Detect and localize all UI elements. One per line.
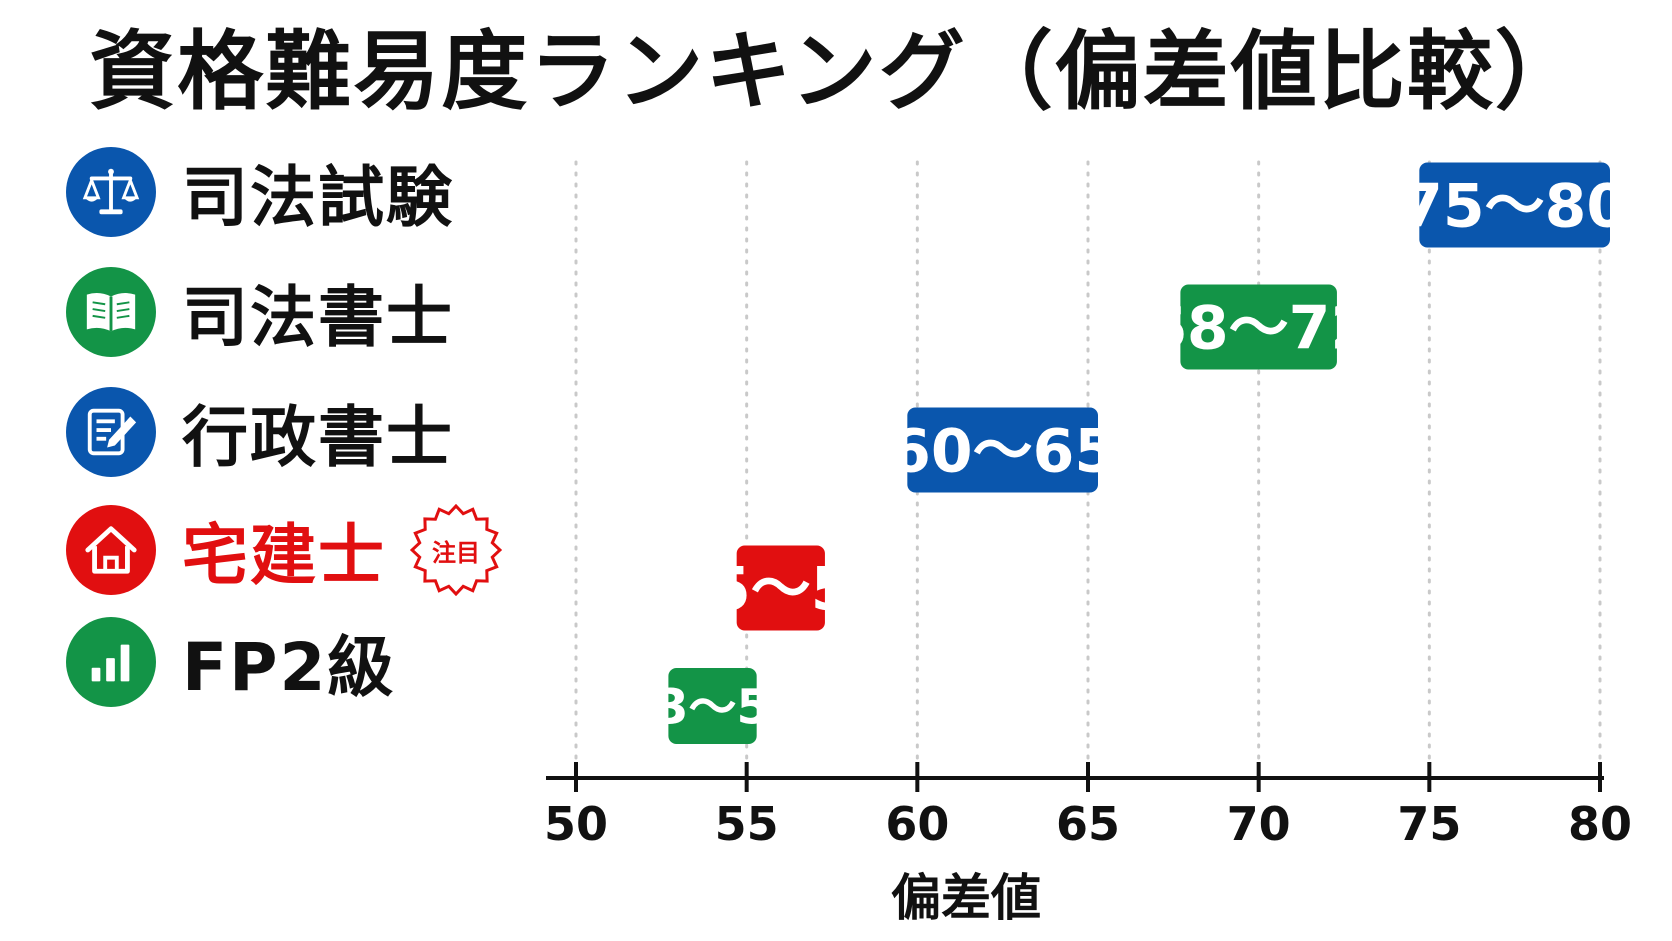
category-row-shiho-shiken: 司法試験 <box>66 146 454 238</box>
range-bar <box>907 407 1098 493</box>
category-row-gyosei-shoshi: 行政書士 <box>66 386 454 478</box>
x-tick-label: 50 <box>544 797 608 851</box>
category-label: 行政書士 <box>182 399 454 476</box>
category-row-takkenshi: 宅建士 注目 <box>66 503 503 597</box>
range-bar <box>668 668 757 744</box>
range-bar-label: 68～72 <box>1145 294 1372 364</box>
chart-title: 資格難易度ランキング（偏差値比較） <box>89 22 1583 122</box>
starburst-icon <box>409 503 503 597</box>
house-icon <box>66 505 156 595</box>
attention-badge: 注目 <box>409 503 503 597</box>
scales-icon <box>66 147 156 237</box>
range-bar <box>736 545 825 631</box>
range-bar-label: 75～80 <box>1401 172 1628 242</box>
x-tick-label: 65 <box>1056 797 1120 851</box>
x-tick-label: 55 <box>715 797 779 851</box>
bar-chart-icon <box>66 617 156 707</box>
range-bar-label: 55～57 <box>667 555 894 625</box>
range-bar-label: 60～65 <box>889 417 1116 487</box>
range-bar-label: 53～55 <box>622 679 804 735</box>
attention-badge-text: 注目 <box>432 538 480 567</box>
range-bar <box>1419 162 1610 248</box>
x-tick-label: 80 <box>1568 797 1632 851</box>
category-label: 司法書士 <box>182 279 454 356</box>
x-tick-label: 75 <box>1397 797 1461 851</box>
document-edit-icon <box>66 387 156 477</box>
x-tick-label: 60 <box>885 797 949 851</box>
range-bar <box>1180 284 1337 370</box>
category-row-fp2: FP2級 <box>66 616 395 708</box>
book-icon <box>66 267 156 357</box>
x-axis-title: 偏差値 <box>891 869 1041 927</box>
category-label: FP2級 <box>182 629 396 706</box>
category-label: 司法試験 <box>182 159 454 236</box>
category-label-highlight: 宅建士 <box>182 517 386 594</box>
x-tick-label: 70 <box>1227 797 1291 851</box>
category-row-shiho-shoshi: 司法書士 <box>66 266 454 358</box>
